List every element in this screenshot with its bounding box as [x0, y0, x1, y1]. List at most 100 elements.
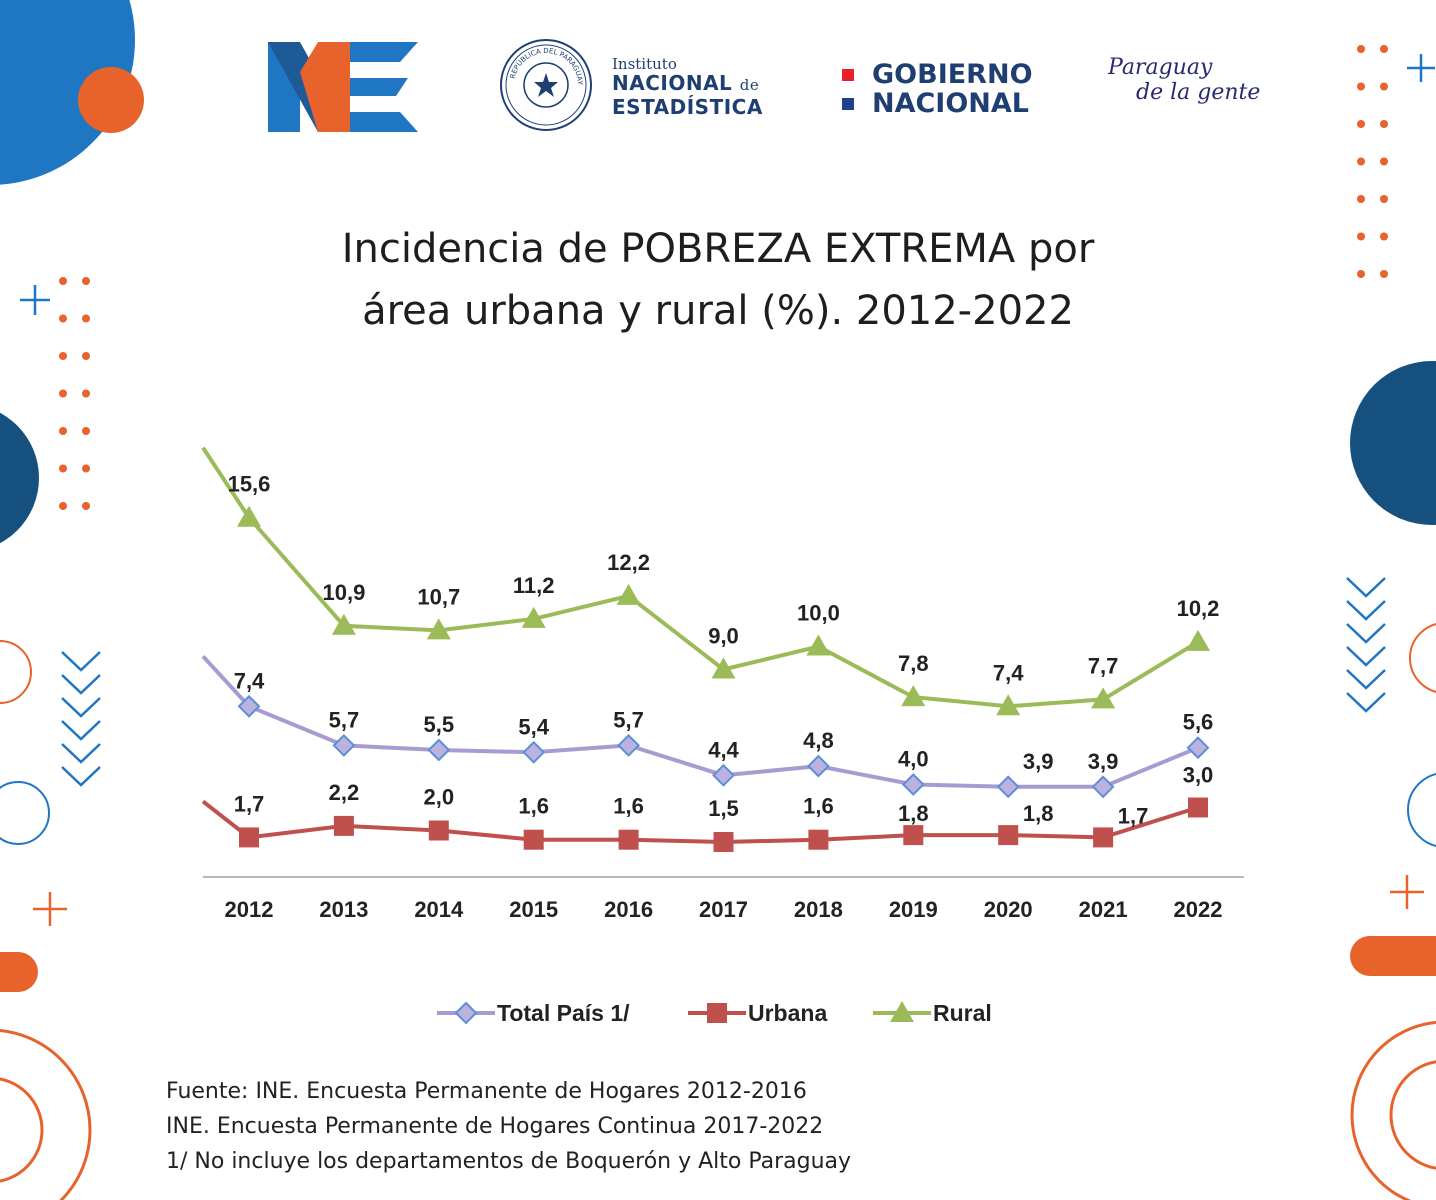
- point-triangle-2013: [331, 613, 356, 635]
- navy-circle-right: [1350, 361, 1436, 525]
- data-label: 5,6: [1183, 710, 1214, 735]
- data-label: 1,8: [1023, 801, 1054, 826]
- point-triangle-2012: [237, 505, 261, 527]
- legend-label: Urbana: [748, 1000, 827, 1026]
- series-line-triangle: [201, 446, 1200, 709]
- data-label: 1,8: [898, 801, 929, 826]
- data-label: 4,8: [803, 728, 834, 753]
- legend-marker-triangle: [890, 1001, 914, 1022]
- data-label: 1,6: [613, 794, 644, 819]
- data-label: 1,7: [234, 791, 265, 816]
- point-diamond-2016: [617, 733, 641, 757]
- data-label: 1,6: [518, 794, 549, 819]
- x-tick-label: 2021: [1079, 897, 1128, 922]
- point-triangle-2019: [901, 685, 926, 707]
- slogan-line1: Paraguay: [1108, 55, 1213, 80]
- ine-wordmark: Instituto NACIONAL de ESTADÍSTICA: [612, 56, 763, 118]
- x-tick-label: 2017: [699, 897, 748, 922]
- point-diamond-2013: [332, 733, 356, 757]
- blue-square-icon: [842, 97, 854, 110]
- point-diamond-2015: [522, 740, 546, 764]
- orange-ring-left: [0, 640, 32, 704]
- point-triangle-2022: [1186, 629, 1210, 651]
- orange-arc-left-outer: [0, 1029, 92, 1200]
- orange-arc-right-outer: [1350, 1020, 1436, 1200]
- data-label: 5,7: [329, 707, 360, 732]
- plus-icon-left-bottom: [33, 892, 67, 926]
- ine-logo: REPÚBLICA DEL PARAGUAY: [268, 39, 592, 132]
- point-diamond-2017: [712, 763, 735, 787]
- data-label: 4,4: [708, 737, 739, 762]
- point-diamond-2021: [1091, 775, 1115, 799]
- x-tick-label: 2022: [1174, 897, 1223, 922]
- data-label: 3,0: [1183, 763, 1214, 788]
- point-triangle-2015: [521, 606, 546, 628]
- legend-marker-square: [707, 1003, 727, 1023]
- orange-arc-right-inner: [1389, 1060, 1436, 1170]
- chart-title-line2: área urbana y rural (%). 2012-2022: [362, 288, 1074, 334]
- point-diamond-2018: [806, 754, 830, 778]
- orange-dot-top-left: [78, 67, 144, 133]
- red-square-icon: [842, 68, 854, 81]
- plus-icon-left-top: [20, 285, 50, 315]
- chevron-stack-right-icon: [1346, 577, 1386, 713]
- data-label: 3,9: [1023, 749, 1054, 774]
- plus-icon-right-top: [1407, 54, 1435, 82]
- slogan-line2: de la gente: [1136, 80, 1261, 105]
- paraguay-de-la-gente-logo: Paraguay de la gente: [1108, 55, 1260, 105]
- dot-grid-right: [1357, 45, 1388, 278]
- x-tick-label: 2018: [794, 897, 843, 922]
- orange-ring-right: [1409, 623, 1436, 693]
- data-label: 11,2: [513, 573, 555, 598]
- gobierno-nacional-logo: GOBIERNO NACIONAL: [842, 60, 1033, 118]
- point-square-2021: [1093, 827, 1114, 848]
- data-label: 1,7: [1118, 803, 1149, 828]
- data-label: 1,6: [803, 794, 834, 819]
- legend-marker-diamond: [454, 1001, 478, 1025]
- series-line-square: [201, 799, 1199, 845]
- orange-pill-right: [1350, 936, 1436, 976]
- x-tick-label: 2020: [984, 897, 1033, 922]
- navy-circle-left: [0, 412, 39, 544]
- x-tick-label: 2015: [509, 897, 558, 922]
- gov-line1: GOBIERNO: [872, 59, 1033, 90]
- x-tick-label: 2013: [319, 897, 368, 922]
- x-tick-label: 2019: [889, 897, 938, 922]
- data-label: 7,7: [1088, 653, 1119, 678]
- point-square-2019: [903, 825, 924, 846]
- data-label: 10,0: [797, 601, 840, 626]
- data-label: 15,6: [228, 472, 271, 497]
- header-logos: REPÚBLICA DEL PARAGUAY Instituto NACIONA…: [0, 0, 1436, 180]
- data-label: 7,8: [898, 651, 929, 676]
- data-label: 2,0: [424, 785, 455, 810]
- point-square-2020: [998, 825, 1019, 846]
- point-diamond-2012: [237, 694, 261, 718]
- x-tick-label: 2016: [604, 897, 653, 922]
- blue-circle-top-left: [0, 0, 135, 185]
- point-square-2013: [333, 815, 354, 836]
- data-label: 4,0: [898, 747, 929, 772]
- dot-grid-left: [59, 277, 90, 510]
- legend-label: Total País 1/: [497, 1000, 630, 1026]
- data-label: 12,2: [607, 550, 650, 575]
- line-chart: 7,4 5,7 5,5 5,4 5,7 4,4 4,8 4,0 3,9 3,9 5,6 1,7 2,2 2…: [201, 446, 1244, 1026]
- legend-label: Rural: [933, 1000, 992, 1026]
- point-square-2022: [1188, 797, 1208, 818]
- chart-title: Incidencia de POBREZA EXTREMA por área u…: [0, 218, 1436, 342]
- point-triangle-2017: [711, 657, 736, 679]
- data-label: 5,7: [613, 707, 644, 732]
- orange-arc-left-inner: [0, 1077, 44, 1183]
- institute-de: de: [739, 76, 760, 94]
- point-square-2014: [428, 820, 449, 841]
- source-notes: Fuente: INE. Encuesta Permanente de Hoga…: [166, 1074, 851, 1179]
- point-square-2018: [808, 829, 829, 850]
- blue-ring-right: [1407, 773, 1436, 847]
- data-label: 10,7: [417, 584, 460, 609]
- data-label: 7,4: [993, 660, 1024, 685]
- point-triangle-2021: [1091, 687, 1116, 709]
- institute-line1: NACIONAL: [612, 71, 733, 95]
- data-label: 10,2: [1177, 596, 1220, 621]
- institute-small-text: Instituto: [612, 55, 677, 73]
- data-label: 2,2: [329, 780, 360, 805]
